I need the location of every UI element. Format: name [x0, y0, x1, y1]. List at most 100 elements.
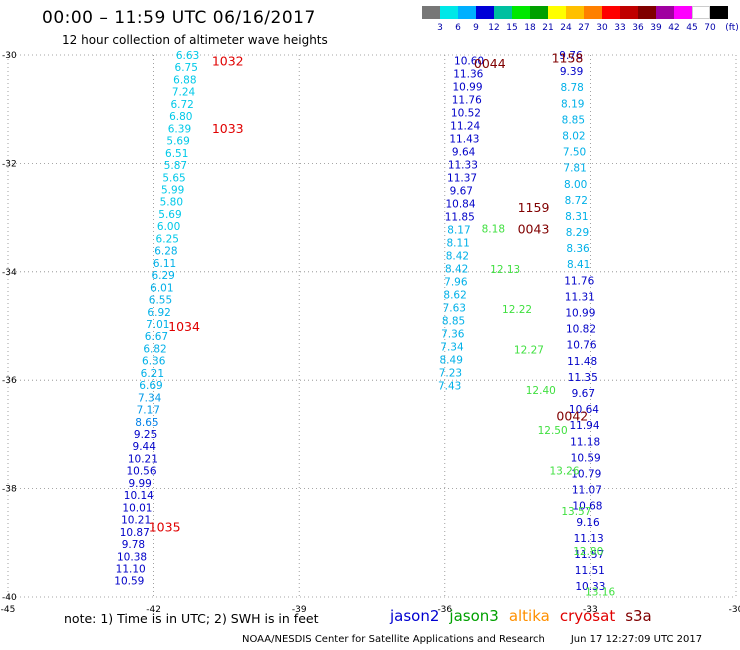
axis-ticks: -45 -42 -39 -36 -33 -30 -30 -32 -34 -36 -38 -40 — [1, 51, 740, 615]
wave-height-value: 11.10 — [116, 564, 146, 576]
wave-height-value: 8.31 — [565, 211, 588, 223]
wave-height-value: 7.50 — [563, 147, 586, 159]
wave-height-value: 10.21 — [128, 453, 158, 465]
wave-height-value: 6.21 — [141, 368, 164, 380]
color-legend: 3 6 9 12 15 18 21 24 27 30 33 36 39 42 45 70 (ft) — [422, 6, 739, 36]
wave-height-value: 11.48 — [567, 356, 597, 368]
wave-height-value: 10.38 — [117, 551, 147, 563]
time-labels: 1032 1033 1034 1035 0044 1158 1159 0043 0042 — [149, 51, 588, 535]
satellite-s3a: s3a — [625, 607, 652, 625]
wave-height-value: 11.43 — [449, 133, 479, 145]
wave-height-value: 9.78 — [122, 539, 145, 551]
wave-height-value: 10.01 — [122, 502, 152, 514]
wave-height-value: 8.29 — [566, 227, 589, 239]
legend-swatch — [710, 6, 728, 19]
legend-swatch — [548, 6, 566, 19]
wave-height-value: 10.68 — [572, 501, 602, 513]
legend-swatch — [530, 6, 548, 19]
wave-height-value: 12.80 — [573, 546, 603, 558]
wave-height-value: 10.99 — [452, 81, 482, 93]
wave-height-value: 6.11 — [153, 258, 176, 270]
x-tick-label: -42 — [146, 605, 161, 615]
time-label: 1032 — [212, 53, 244, 68]
wave-height-value: 9.99 — [128, 478, 151, 490]
wave-height-value: 7.36 — [441, 329, 465, 341]
credit-text: NOAA/NESDIS Center for Satellite Applica… — [242, 634, 545, 645]
wave-height-value: 9.67 — [572, 388, 595, 400]
wave-height-value: 6.88 — [173, 74, 196, 86]
wave-height-value: 12.27 — [514, 344, 544, 356]
wave-height-value: 9.16 — [576, 517, 600, 529]
wave-height-value: 11.35 — [568, 372, 598, 384]
wave-height-value: 9.39 — [560, 66, 583, 78]
legend-swatch — [656, 6, 674, 19]
wave-height-value: 5.69 — [166, 136, 189, 148]
legend-swatch — [512, 6, 530, 19]
legend-label: 12 — [488, 23, 500, 33]
satellite-legend: jason2 jason3 altika cryosat s3a — [390, 607, 662, 625]
wave-height-value: 12.22 — [502, 304, 532, 316]
wave-height-value: 7.63 — [443, 303, 466, 315]
wave-height-value: 6.92 — [147, 307, 170, 319]
wave-height-value: 9.44 — [133, 441, 157, 453]
y-tick-label: -40 — [2, 593, 17, 603]
legend-swatch — [674, 6, 692, 19]
legend-swatch — [458, 6, 476, 19]
x-tick-label: -33 — [583, 605, 598, 615]
legend-swatch — [566, 6, 584, 19]
wave-height-value: 6.67 — [145, 331, 168, 343]
wave-height-value: 11.85 — [445, 212, 475, 224]
wave-height-value: 6.28 — [154, 246, 177, 258]
wave-height-value: 6.69 — [139, 380, 162, 392]
wave-height-value: 5.87 — [164, 160, 187, 172]
page-footer: NOAA/NESDIS Center for Satellite Applica… — [242, 634, 728, 645]
wave-height-value: 10.59 — [571, 452, 601, 464]
wave-height-value: 11.18 — [570, 436, 600, 448]
page-title: 00:00 – 11:59 UTC 06/16/2017 — [42, 8, 316, 28]
wave-height-value: 7.81 — [563, 163, 586, 175]
time-label: 1033 — [212, 121, 244, 136]
y-tick-label: -34 — [2, 268, 17, 278]
time-label: 0044 — [474, 56, 506, 71]
wave-height-value: 13.26 — [549, 466, 579, 478]
wave-height-value: 8.72 — [565, 195, 588, 207]
wave-height-value: 9.25 — [134, 429, 157, 441]
legend-swatch — [422, 6, 440, 19]
wave-height-value: 7.01 — [146, 319, 169, 331]
y-tick-label: -38 — [2, 485, 17, 495]
legend-label: 45 — [686, 23, 698, 33]
wave-height-value: 6.36 — [142, 356, 166, 368]
legend-swatch — [584, 6, 602, 19]
wave-height-value: 6.29 — [151, 270, 174, 282]
wave-height-value: 8.78 — [560, 82, 583, 94]
legend-unit: (ft) — [725, 23, 739, 33]
legend-label: 36 — [632, 23, 644, 33]
wave-height-value: 11.13 — [574, 533, 604, 545]
wave-height-value: 5.80 — [160, 197, 183, 209]
satellite-cryosat: cryosat — [559, 607, 616, 625]
wave-height-value: 6.75 — [175, 62, 198, 74]
wave-height-value: 8.85 — [562, 114, 585, 126]
wave-height-value: 10.84 — [445, 199, 475, 211]
wave-height-value: 8.62 — [443, 290, 466, 302]
footnote: note: 1) Time is in UTC; 2) SWH is in fe… — [64, 611, 319, 626]
x-tick-label: -36 — [437, 605, 452, 615]
legend-label: 21 — [542, 23, 554, 33]
wave-height-value: 8.36 — [566, 243, 590, 255]
wave-height-value: 10.52 — [451, 107, 481, 119]
wave-height-value: 10.21 — [121, 515, 151, 527]
time-label: 0042 — [556, 408, 588, 423]
legend-label: 3 — [437, 23, 443, 33]
wave-height-value: 6.82 — [143, 343, 166, 355]
wave-height-value: 10.60 — [454, 55, 484, 67]
wave-height-value: 8.42 — [445, 264, 468, 276]
wave-height-value: 7.34 — [440, 342, 464, 354]
wave-height-value: 10.82 — [566, 324, 596, 336]
wave-height-value: 7.24 — [172, 87, 196, 99]
wave-height-value: 10.56 — [126, 466, 156, 478]
satellite-jason2: jason2 — [390, 607, 440, 625]
y-tick-label: -36 — [2, 376, 17, 386]
legend-label: 15 — [506, 23, 518, 33]
wave-height-value: 10.87 — [120, 527, 150, 539]
